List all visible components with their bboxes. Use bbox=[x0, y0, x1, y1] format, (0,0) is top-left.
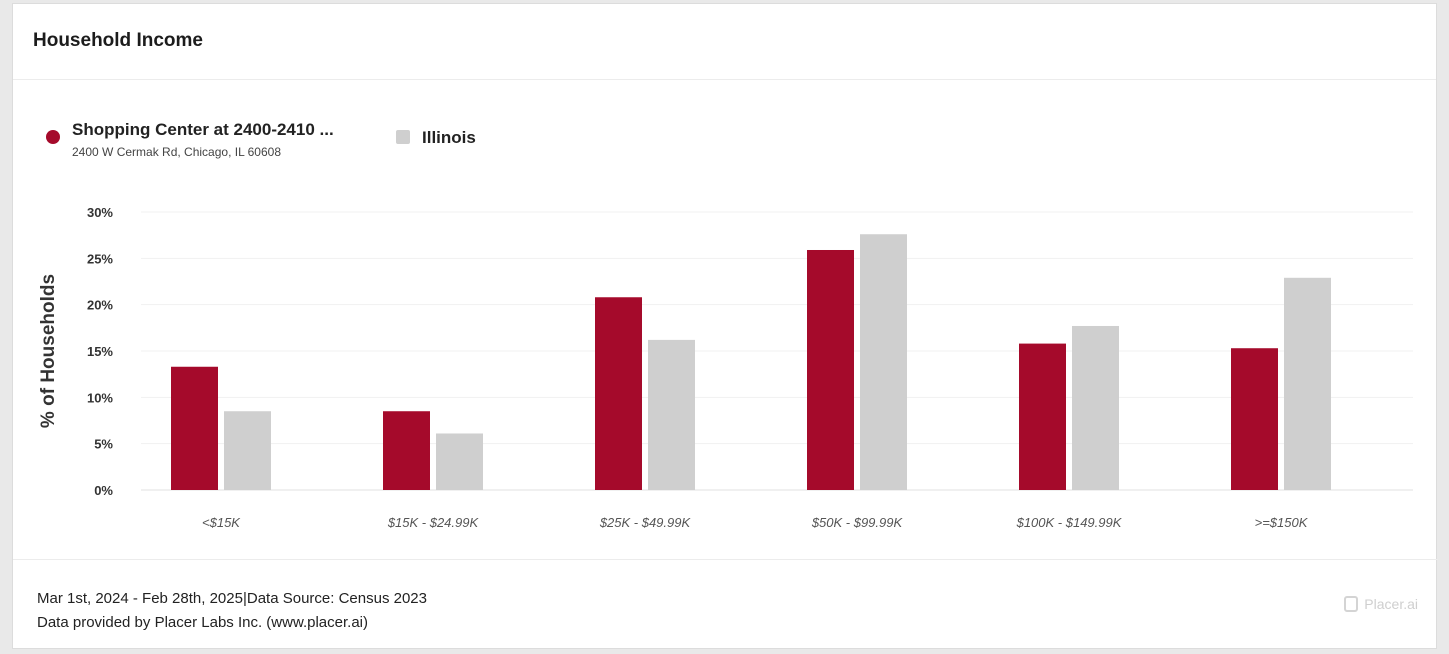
card-footer: Mar 1st, 2024 - Feb 28th, 2025|Data Sour… bbox=[13, 559, 1438, 649]
y-tick-label: 15% bbox=[87, 344, 113, 359]
footer-date-source: Mar 1st, 2024 - Feb 28th, 2025|Data Sour… bbox=[37, 590, 427, 607]
card-header: Household Income bbox=[13, 4, 1436, 80]
bar-illinois bbox=[648, 339, 695, 490]
legend-address: 2400 W Cermak Rd, Chicago, IL 60608 bbox=[72, 145, 281, 159]
bar-shopping-center bbox=[595, 297, 642, 490]
footer-provider: Data provided by Placer Labs Inc. (www.p… bbox=[37, 614, 368, 631]
x-tick-label: <$15K bbox=[202, 515, 241, 530]
y-tick-label: 20% bbox=[87, 298, 113, 313]
bar-shopping-center bbox=[383, 411, 430, 490]
x-tick-label: $25K - $49.99K bbox=[599, 515, 692, 530]
legend-swatch-shopping-center bbox=[46, 130, 60, 144]
bar-shopping-center bbox=[1231, 348, 1278, 490]
x-tick-label: >=$150K bbox=[1255, 515, 1309, 530]
bar-illinois bbox=[224, 411, 271, 490]
y-tick-label: 5% bbox=[94, 437, 113, 452]
footer-date-range: Mar 1st, 2024 - Feb 28th, 2025 bbox=[37, 590, 243, 607]
legend-swatch-illinois bbox=[396, 130, 410, 144]
footer-data-source: Data Source: Census 2023 bbox=[246, 590, 427, 607]
placer-logo-text: Placer.ai bbox=[1364, 596, 1418, 612]
footer-separator: | bbox=[242, 590, 247, 607]
placer-logo-icon bbox=[1344, 596, 1359, 612]
placer-logo: Placer.ai bbox=[1344, 596, 1418, 612]
y-tick-label: 25% bbox=[87, 251, 113, 266]
x-tick-label: $15K - $24.99K bbox=[387, 515, 480, 530]
bar-shopping-center bbox=[807, 249, 854, 490]
bar-chart: 0% 5% 10% 15% 20% 25% 30% % of Households <$15K $… bbox=[13, 184, 1438, 544]
bar-illinois bbox=[1284, 277, 1331, 490]
bar-chart-svg: 0% 5% 10% 15% 20% 25% 30% % of Households <$15K $… bbox=[38, 205, 1413, 530]
legend-label-illinois: Illinois bbox=[422, 128, 476, 147]
bar-shopping-center bbox=[1019, 343, 1066, 490]
y-tick-label: 30% bbox=[87, 205, 113, 220]
household-income-card: Household Income Shopping Center at 2400… bbox=[12, 3, 1438, 649]
card-title: Household Income bbox=[33, 30, 203, 51]
bar-illinois bbox=[436, 433, 483, 490]
x-tick-label: $100K - $149.99K bbox=[1016, 515, 1123, 530]
bar-illinois bbox=[1072, 325, 1119, 490]
bar-shopping-center bbox=[171, 366, 218, 490]
bar-illinois bbox=[860, 234, 907, 490]
x-tick-label: $50K - $99.99K bbox=[811, 515, 904, 530]
legend-label-shopping-center: Shopping Center at 2400-2410 ... bbox=[72, 120, 334, 139]
y-tick-label: 0% bbox=[94, 483, 113, 498]
y-axis-label: % of Households bbox=[38, 274, 59, 428]
y-tick-label: 10% bbox=[87, 390, 113, 405]
